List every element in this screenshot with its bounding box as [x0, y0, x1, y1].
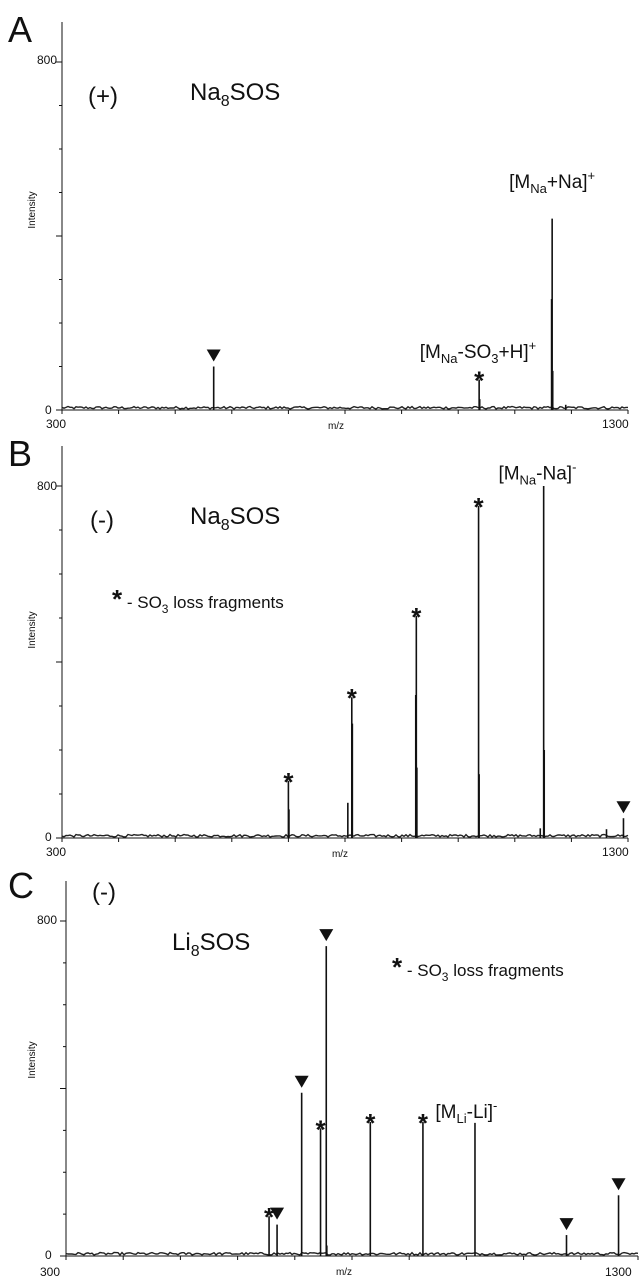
panel-a-x-tick-min: 300	[46, 417, 66, 431]
triangle-marker	[611, 1178, 626, 1191]
triangle-marker	[294, 1075, 309, 1088]
spectrum-baseline	[61, 405, 628, 410]
panel-a-y-tick-min: 0	[45, 403, 52, 417]
spectrum-baseline	[65, 1251, 639, 1257]
panel-c-y-tick-min: 0	[45, 1248, 52, 1262]
panel-b-compound: Na8SOS	[190, 503, 280, 534]
triangle-marker	[616, 801, 631, 814]
peak-annotation: [MNa-Na]-	[498, 459, 576, 487]
star-marker: *	[411, 602, 422, 632]
star-marker: *	[474, 492, 485, 522]
panel-a-x-axis-label: m/z	[328, 421, 344, 432]
panel-a-plot: *[MNa-SO3+H]+ [MNa+Na]+	[56, 22, 629, 414]
panel-b-x-tick-max: 1300	[602, 845, 629, 859]
panel-b-y-tick-max: 800	[37, 479, 57, 493]
panel-b-legend: * - SO3 loss fragments	[112, 584, 284, 616]
triangle-marker	[559, 1218, 574, 1231]
panel-a-x-tick-max: 1300	[602, 417, 629, 431]
spectrum-baseline	[61, 833, 629, 838]
panel-c-y-axis-label: Intensity	[27, 1041, 38, 1078]
panel-c-letter: C	[8, 865, 34, 906]
star-marker: *	[365, 1108, 376, 1138]
triangle-marker	[270, 1207, 285, 1220]
peak-annotation: [MLi-Li]-	[435, 1098, 497, 1126]
panel-b-polarity: (-)	[90, 507, 114, 534]
panel-c: C 800 0 300 1300 m/z Intensity (-) Li8SO…	[8, 865, 639, 1279]
panel-b-letter: B	[8, 433, 32, 474]
panel-a-polarity: (+)	[88, 83, 118, 110]
triangle-marker	[319, 929, 334, 942]
star-marker: *	[474, 366, 485, 396]
panel-c-legend: * - SO3 loss fragments	[392, 952, 564, 984]
panel-a-compound: Na8SOS	[190, 79, 280, 110]
peak-annotation: [MNa-SO3+H]+	[420, 338, 536, 366]
panel-a-letter: A	[8, 9, 32, 50]
panel-b-x-axis-label: m/z	[332, 849, 348, 860]
panel-c-polarity: (-)	[92, 879, 116, 906]
panel-b-x-tick-min: 300	[46, 845, 66, 859]
panel-c-x-tick-max: 1300	[605, 1265, 632, 1279]
panel-a-y-axis-label: Intensity	[27, 191, 38, 228]
star-marker: *	[283, 767, 294, 797]
panel-c-x-tick-min: 300	[40, 1265, 60, 1279]
triangle-marker	[206, 349, 221, 362]
star-marker: *	[418, 1108, 429, 1138]
panel-b-y-axis-label: Intensity	[27, 611, 38, 648]
peak-annotation: [MNa+Na]+	[509, 168, 595, 196]
panel-b-plot: * * * * [MNa-Na]-	[56, 446, 631, 842]
panel-a: A 800 0 300 1300 m/z Intensity (+) Na8SO…	[8, 9, 629, 432]
panel-b: B 800 0 300 1300 m/z Intensity (-) Na8SO…	[8, 433, 631, 860]
star-marker: *	[315, 1114, 326, 1144]
panel-b-y-tick-min: 0	[45, 830, 52, 844]
panel-c-x-axis-label: m/z	[336, 1267, 352, 1278]
panel-c-y-tick-max: 800	[37, 913, 57, 927]
star-marker: *	[347, 683, 358, 713]
panel-a-y-tick-max: 800	[37, 53, 57, 67]
star-marker: *	[264, 1202, 275, 1232]
panel-c-plot: ** * * [MLi-Li]-	[60, 881, 639, 1260]
panel-c-compound: Li8SOS	[172, 929, 250, 960]
